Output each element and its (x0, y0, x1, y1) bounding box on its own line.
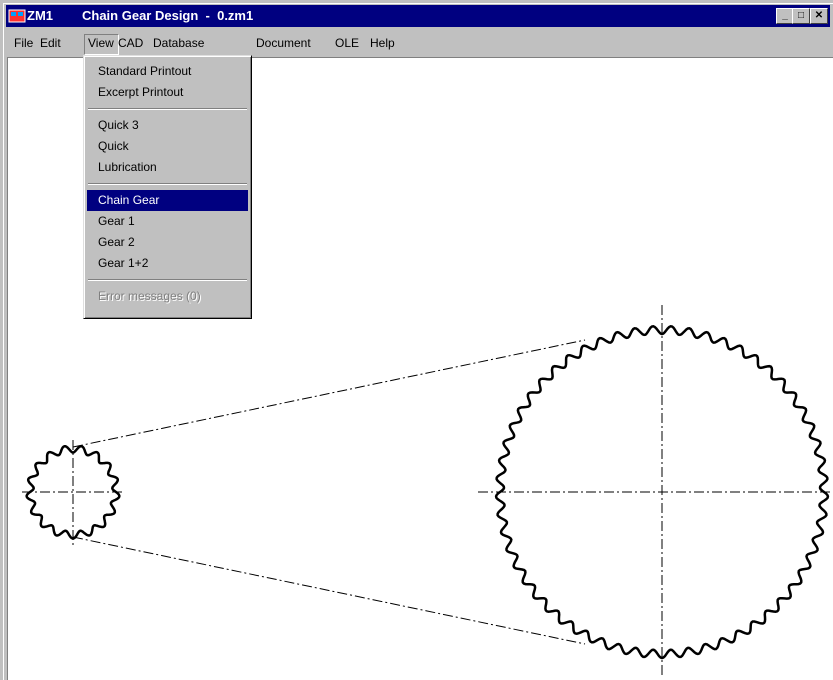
app-label: ZM1 (27, 8, 53, 23)
menu-item[interactable]: Edit (40, 36, 61, 50)
window-title: Chain Gear Design - 0.zm1 (82, 8, 254, 23)
menu-option[interactable]: Gear 2 (98, 235, 135, 249)
menu-separator (88, 108, 247, 110)
menu-bar: File Edit View CAD Database Document OLE Help (6, 33, 830, 53)
menu-item[interactable]: Database (153, 36, 205, 50)
close-button[interactable]: ✕ (810, 8, 828, 24)
gear (25, 445, 121, 540)
menu-option[interactable]: Chain Gear (87, 190, 248, 211)
menu-option[interactable]: Gear 1 (98, 214, 135, 228)
menu-option[interactable]: Standard Printout (98, 64, 192, 78)
title-bar: ZM1 Chain Gear Design - 0.zm1 _ □ ✕ (6, 5, 830, 27)
menu-separator (88, 183, 247, 185)
chain-line (72, 536, 586, 645)
menu-separator (88, 279, 247, 281)
menu-item[interactable]: Document (256, 36, 311, 50)
menu-option[interactable]: Quick (98, 139, 129, 153)
maximize-button[interactable]: □ (792, 8, 810, 24)
menu-item[interactable]: CAD (118, 36, 144, 50)
menu-highlight (84, 34, 119, 55)
menu-item[interactable]: View (88, 36, 114, 50)
menu-option[interactable]: Quick 3 (98, 118, 139, 132)
menu-item[interactable]: Help (370, 36, 395, 50)
gear (494, 325, 830, 660)
menu-option[interactable]: Gear 1+2 (98, 256, 149, 270)
view-menu: Standard Printout Excerpt Printout Quick 3… (83, 55, 252, 319)
menu-item[interactable]: OLE (335, 36, 360, 50)
menu-option[interactable]: Excerpt Printout (98, 85, 184, 99)
chain-line (72, 339, 586, 448)
minimize-button[interactable]: _ (776, 8, 794, 24)
menu-option: Error messages (0) (98, 289, 201, 303)
app-icon (8, 9, 26, 23)
menu-option[interactable]: Lubrication (98, 160, 157, 174)
menu-item[interactable]: File (14, 36, 34, 50)
